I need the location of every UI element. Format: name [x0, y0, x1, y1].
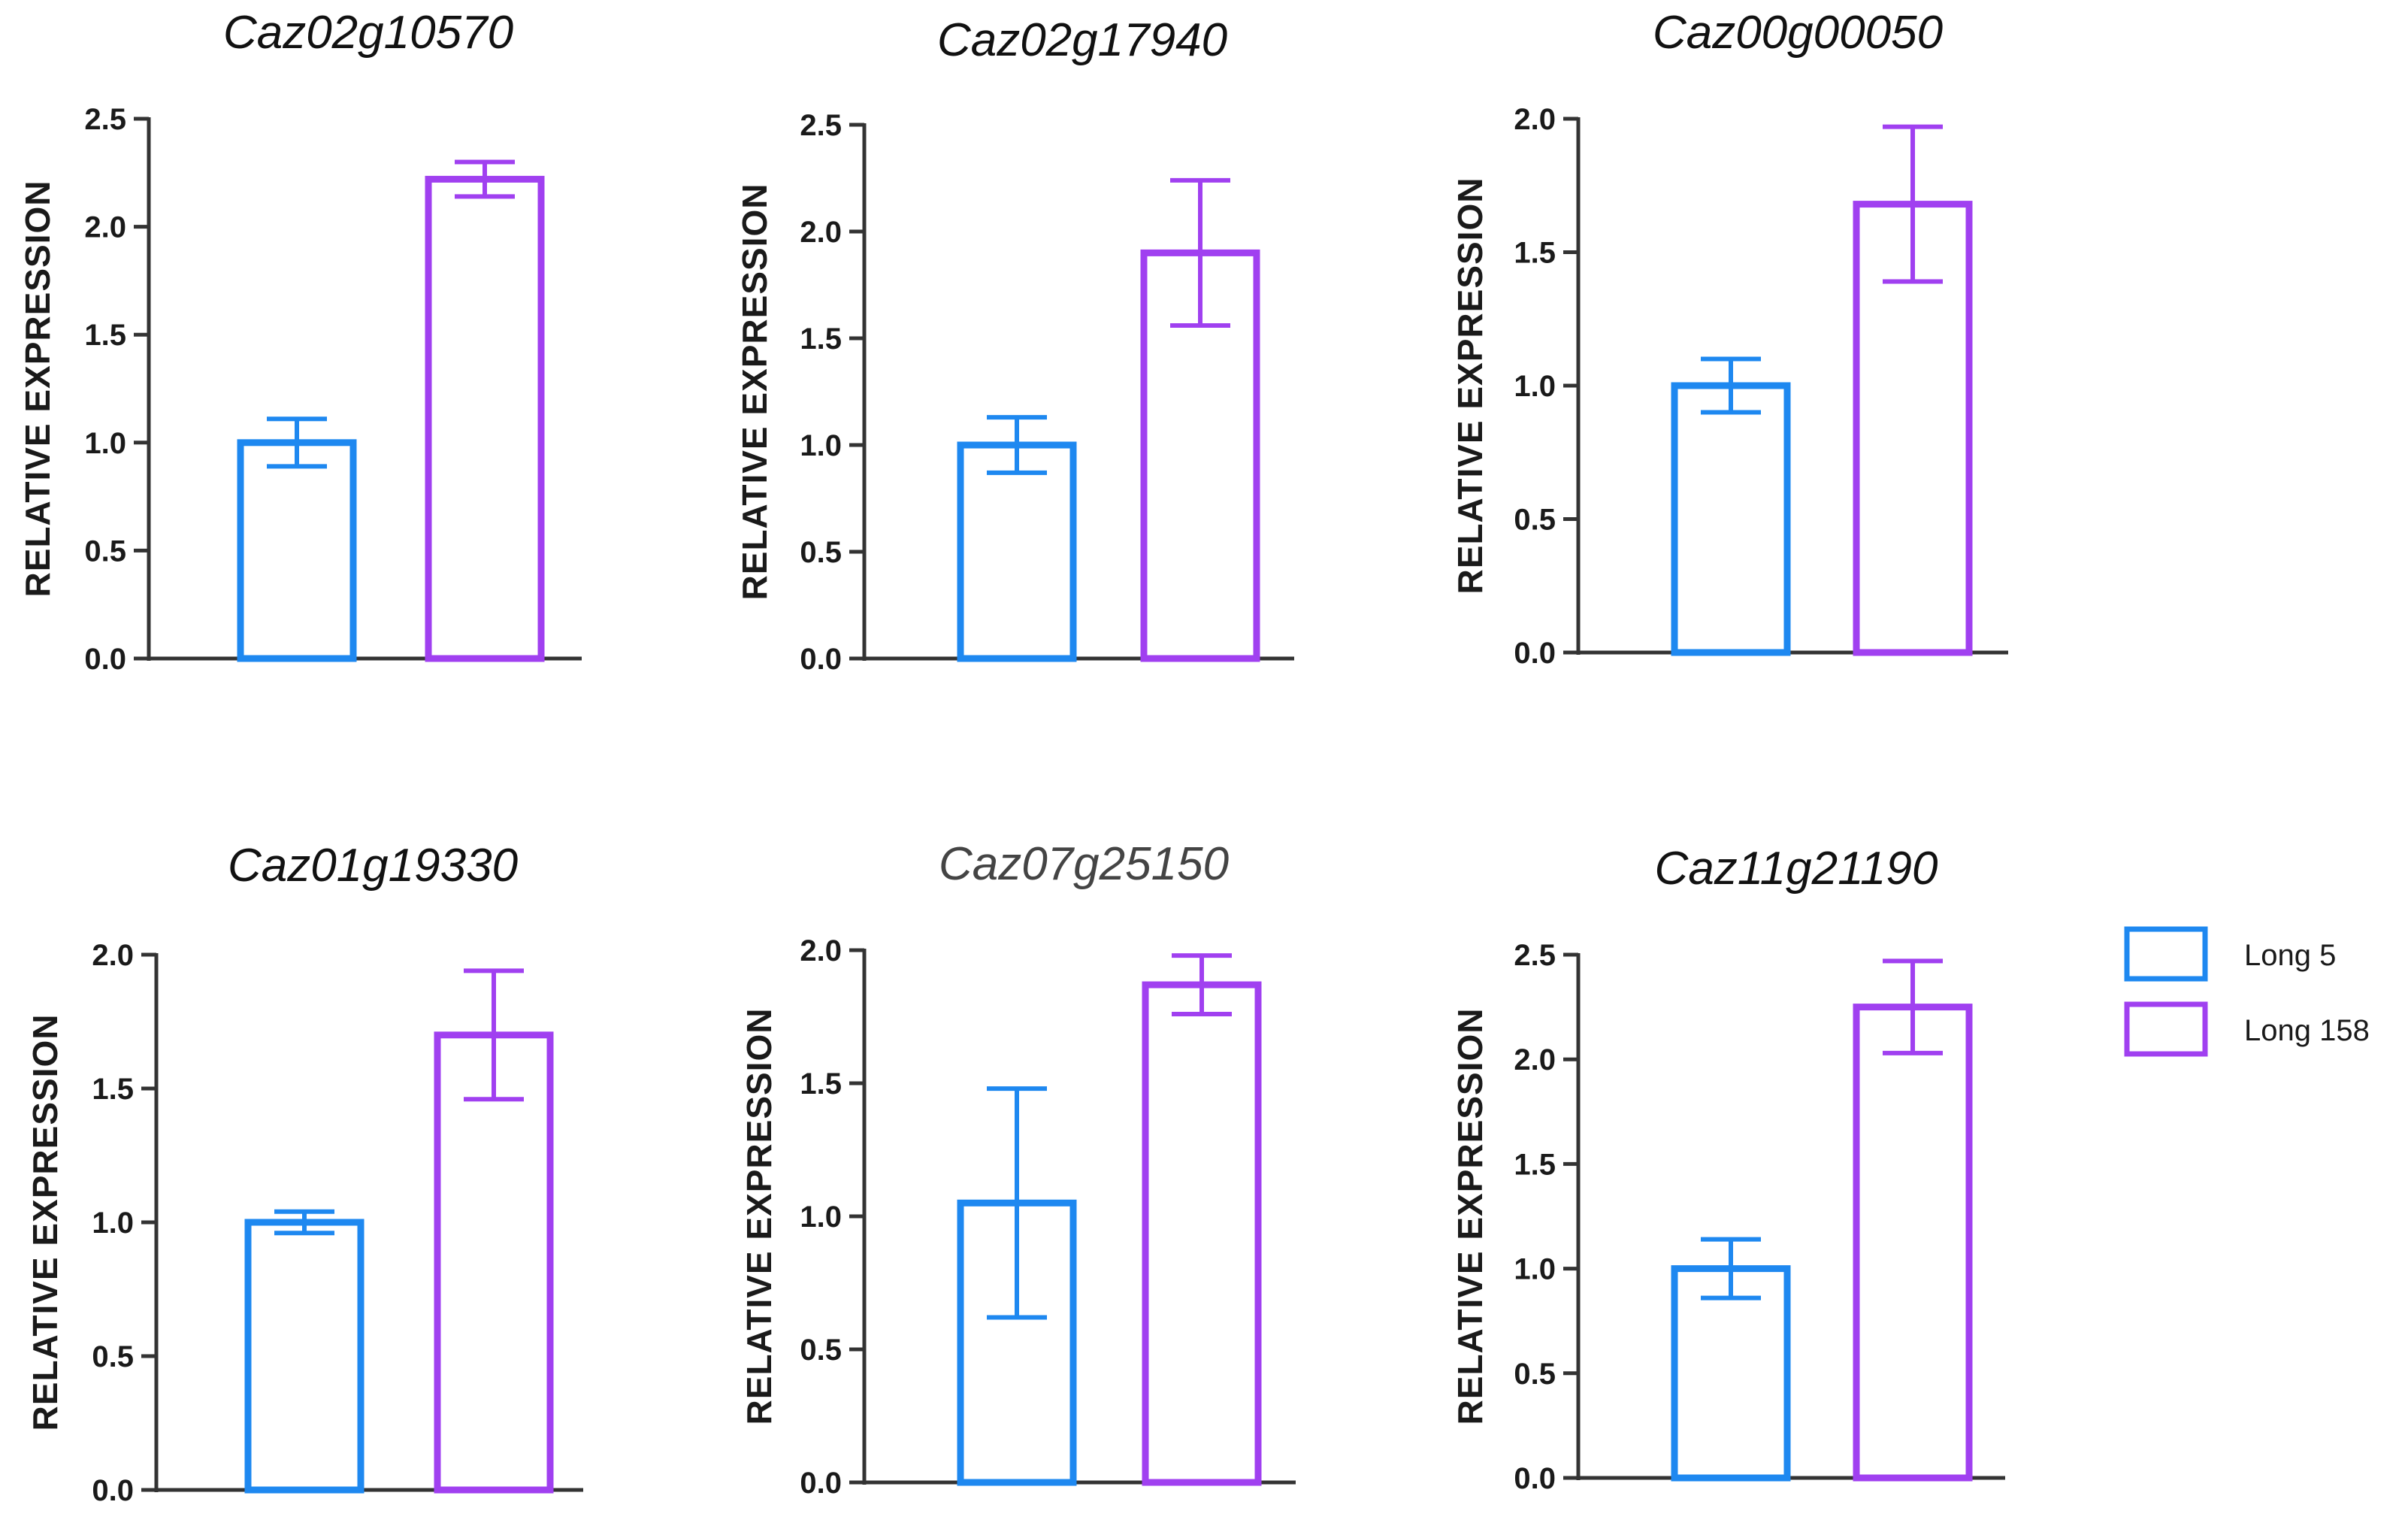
- y-tick-label: 1.5: [1514, 237, 1556, 270]
- y-tick-label: 2.0: [800, 934, 842, 967]
- y-tick-label: 0.5: [1514, 504, 1556, 537]
- legend-label-2: Long 158: [2244, 1014, 2370, 1047]
- y-tick-label: 2.5: [1514, 939, 1556, 972]
- y-tick-label: 1.5: [800, 322, 842, 356]
- y-tick-label: 1.0: [92, 1207, 134, 1240]
- y-tick-label: 0.5: [800, 536, 842, 569]
- error-bar-long-5: [267, 416, 327, 469]
- bar-long-5: [957, 441, 1077, 662]
- bar-long-5: [237, 439, 357, 662]
- error-bar-long-5: [274, 1209, 334, 1236]
- chart-panel-4: Caz01g19330 RELATIVE EXPRESSION 0.0 0.5 1.0 1…: [26, 840, 583, 1507]
- y-tick-label: 1.0: [1514, 1253, 1556, 1286]
- y-tick-label: 1.0: [84, 427, 126, 460]
- chart-title: Caz11g21190: [1655, 843, 1938, 895]
- y-tick-label: 2.0: [1514, 103, 1556, 136]
- y-tick-label: 0.0: [1514, 637, 1556, 670]
- y-tick-label: 1.5: [84, 319, 126, 352]
- error-bar-long-5: [1701, 1237, 1761, 1300]
- y-tick-label: 0.0: [800, 1467, 842, 1500]
- y-tick-label: 1.0: [800, 429, 842, 462]
- chart-title: Caz01g19330: [228, 840, 518, 892]
- bar-long-158: [1853, 1004, 1973, 1482]
- chart-panel-1: Caz02g10570 RELATIVE EXPRESSION 0.0 0.5 1.0 1…: [18, 7, 582, 676]
- y-tick-label: 0.5: [800, 1334, 842, 1367]
- y-tick-label: 0.0: [84, 643, 126, 676]
- chart-panel-2: Caz02g17940 RELATIVE EXPRESSION 0.0 0.5 1.0 1…: [735, 14, 1294, 676]
- bar-long-158: [434, 1031, 554, 1494]
- y-axis-label: RELATIVE EXPRESSION: [735, 183, 774, 601]
- chart-title: Caz02g17940: [937, 14, 1227, 66]
- error-bar-long-158: [464, 968, 524, 1102]
- y-tick-label: 1.5: [1514, 1148, 1556, 1181]
- y-tick-label: 2.0: [800, 216, 842, 249]
- y-tick-label: 0.5: [84, 534, 126, 568]
- error-bar-long-5: [987, 1086, 1047, 1320]
- bar-long-5: [1671, 382, 1791, 656]
- bar-long-5: [244, 1219, 365, 1494]
- bar-long-158: [1142, 981, 1262, 1486]
- y-tick-label: 2.0: [84, 211, 126, 244]
- y-tick-label: 0.0: [92, 1474, 134, 1507]
- error-bar-long-158: [455, 159, 515, 199]
- y-tick-label: 0.5: [1514, 1358, 1556, 1391]
- y-tick-label: 1.5: [800, 1067, 842, 1101]
- y-tick-label: 0.5: [92, 1340, 134, 1373]
- error-bar-long-158: [1883, 124, 1943, 284]
- bar-long-158: [425, 175, 545, 662]
- y-tick-label: 0.0: [1514, 1462, 1556, 1495]
- chart-panel-3: Caz00g00050 RELATIVE EXPRESSION 0.0 0.5 1.0 1…: [1451, 7, 2008, 670]
- y-axis-label: RELATIVE EXPRESSION: [1451, 177, 1490, 595]
- error-bar-long-158: [1883, 958, 1943, 1055]
- chart-title: Caz02g10570: [223, 7, 513, 59]
- legend-swatch-2: [2124, 1001, 2208, 1057]
- y-tick-label: 2.5: [84, 103, 126, 136]
- chart-title: Caz07g25150: [939, 838, 1229, 890]
- error-bar-long-158: [1170, 177, 1230, 328]
- y-tick-label: 2.5: [800, 109, 842, 142]
- y-tick-label: 1.5: [92, 1073, 134, 1106]
- y-tick-label: 0.0: [800, 643, 842, 676]
- chart-title: Caz00g00050: [1653, 7, 1943, 59]
- y-tick-label: 1.0: [1514, 370, 1556, 403]
- error-bar-long-158: [1172, 953, 1232, 1016]
- legend-label-1: Long 5: [2244, 939, 2336, 972]
- error-bar-long-5: [1701, 356, 1761, 415]
- chart-panel-5: Caz07g25150 RELATIVE EXPRESSION 0.0 0.5 1.0 1…: [740, 838, 1296, 1500]
- y-tick-label: 1.0: [800, 1201, 842, 1234]
- y-tick-label: 2.0: [92, 939, 134, 972]
- y-axis-label: RELATIVE EXPRESSION: [26, 1014, 65, 1431]
- legend-swatch-1: [2124, 926, 2208, 982]
- y-axis-label: RELATIVE EXPRESSION: [740, 1008, 779, 1425]
- y-axis-label: RELATIVE EXPRESSION: [18, 180, 57, 598]
- y-axis-label: RELATIVE EXPRESSION: [1451, 1008, 1490, 1425]
- legend: Long 5 Long 158: [2124, 926, 2370, 1057]
- error-bar-long-5: [987, 415, 1047, 475]
- chart-panel-6: Caz11g21190 RELATIVE EXPRESSION 0.0 0.5 1.0 1…: [1451, 843, 2005, 1495]
- y-tick-label: 2.0: [1514, 1043, 1556, 1076]
